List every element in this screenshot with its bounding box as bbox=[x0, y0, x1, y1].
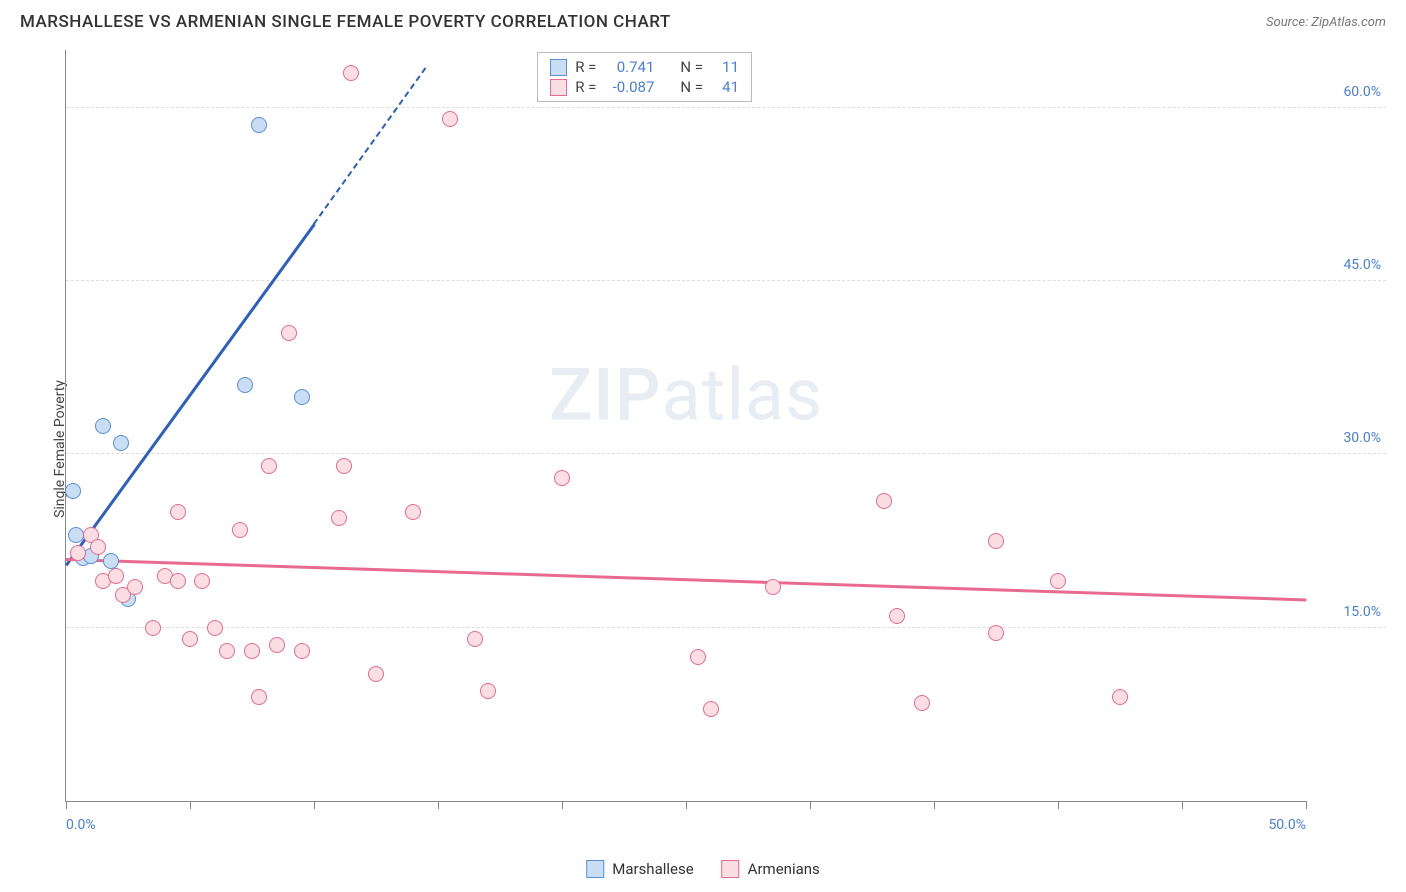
data-point bbox=[442, 111, 458, 127]
grid-line bbox=[66, 453, 1386, 454]
data-point bbox=[70, 545, 86, 561]
stats-r-value: -0.087 bbox=[604, 78, 654, 96]
data-point bbox=[68, 527, 84, 543]
grid-line bbox=[66, 280, 1386, 281]
data-point bbox=[170, 504, 186, 520]
x-tick bbox=[190, 801, 191, 809]
stats-n-label: N = bbox=[680, 78, 703, 96]
stats-row: R = -0.087 N = 41 bbox=[550, 77, 739, 97]
data-point bbox=[261, 458, 277, 474]
data-point bbox=[368, 666, 384, 682]
data-point bbox=[703, 701, 719, 717]
watermark-zip: ZIP bbox=[549, 353, 662, 438]
stats-r-label: R = bbox=[575, 58, 596, 76]
stats-n-value: 41 bbox=[711, 78, 739, 96]
data-point bbox=[108, 568, 124, 584]
y-tick-label: 45.0% bbox=[1343, 257, 1381, 273]
data-point bbox=[269, 637, 285, 653]
data-point bbox=[127, 579, 143, 595]
stats-r-value: 0.741 bbox=[604, 58, 654, 76]
trend-line bbox=[313, 68, 427, 225]
bottom-legend: Marshallese Armenians bbox=[586, 860, 820, 878]
chart-header: MARSHALLESE VS ARMENIAN SINGLE FEMALE PO… bbox=[0, 0, 1406, 40]
data-point bbox=[103, 553, 119, 569]
stats-n-label: N = bbox=[680, 58, 703, 76]
watermark: ZIPatlas bbox=[549, 353, 823, 438]
x-tick bbox=[438, 801, 439, 809]
x-tick-label: 50.0% bbox=[1268, 817, 1306, 833]
data-point bbox=[554, 470, 570, 486]
data-point bbox=[914, 695, 930, 711]
data-point bbox=[281, 325, 297, 341]
data-point bbox=[765, 579, 781, 595]
data-point bbox=[1112, 689, 1128, 705]
data-point bbox=[237, 377, 253, 393]
data-point bbox=[294, 643, 310, 659]
data-point bbox=[194, 573, 210, 589]
y-tick-label: 30.0% bbox=[1343, 430, 1381, 446]
x-tick bbox=[1058, 801, 1059, 809]
stats-row: R = 0.741 N = 11 bbox=[550, 57, 739, 77]
trend-line bbox=[65, 224, 315, 566]
x-tick bbox=[810, 801, 811, 809]
legend-swatch bbox=[586, 860, 604, 878]
data-point bbox=[1050, 573, 1066, 589]
stats-legend: R = 0.741 N = 11 R = -0.087 N = 41 bbox=[537, 52, 752, 102]
data-point bbox=[480, 683, 496, 699]
data-point bbox=[294, 389, 310, 405]
legend-item: Marshallese bbox=[586, 860, 693, 878]
data-point bbox=[331, 510, 347, 526]
data-point bbox=[113, 435, 129, 451]
legend-item: Armenians bbox=[722, 860, 820, 878]
y-tick-label: 15.0% bbox=[1343, 604, 1381, 620]
data-point bbox=[876, 493, 892, 509]
data-point bbox=[232, 522, 248, 538]
x-tick bbox=[562, 801, 563, 809]
data-point bbox=[95, 418, 111, 434]
data-point bbox=[251, 689, 267, 705]
data-point bbox=[336, 458, 352, 474]
data-point bbox=[690, 649, 706, 665]
data-point bbox=[889, 608, 905, 624]
stats-n-value: 11 bbox=[711, 58, 739, 76]
data-point bbox=[170, 573, 186, 589]
legend-label: Armenians bbox=[748, 860, 820, 878]
x-tick bbox=[686, 801, 687, 809]
x-tick bbox=[1182, 801, 1183, 809]
grid-line bbox=[66, 627, 1386, 628]
y-tick-label: 60.0% bbox=[1343, 84, 1381, 100]
data-point bbox=[343, 65, 359, 81]
x-tick bbox=[66, 801, 67, 809]
stats-r-label: R = bbox=[575, 78, 596, 96]
data-point bbox=[182, 631, 198, 647]
legend-swatch bbox=[550, 59, 567, 76]
plot-area: ZIPatlas R =0.741N =11R =-0.087N =41 15.… bbox=[65, 50, 1306, 802]
data-point bbox=[251, 117, 267, 133]
data-point bbox=[90, 539, 106, 555]
x-tick bbox=[314, 801, 315, 809]
data-point bbox=[988, 533, 1004, 549]
watermark-atlas: atlas bbox=[662, 353, 824, 438]
trend-line bbox=[66, 558, 1306, 601]
data-point bbox=[219, 643, 235, 659]
data-point bbox=[207, 620, 223, 636]
chart-source: Source: ZipAtlas.com bbox=[1266, 15, 1386, 30]
data-point bbox=[145, 620, 161, 636]
x-tick bbox=[1306, 801, 1307, 809]
data-point bbox=[405, 504, 421, 520]
grid-line bbox=[66, 107, 1386, 108]
data-point bbox=[65, 483, 81, 499]
data-point bbox=[988, 625, 1004, 641]
legend-label: Marshallese bbox=[612, 860, 693, 878]
x-tick bbox=[934, 801, 935, 809]
data-point bbox=[467, 631, 483, 647]
x-tick-label: 0.0% bbox=[66, 817, 96, 833]
chart-container: Single Female Poverty ZIPatlas R =0.741N… bbox=[50, 50, 1386, 832]
legend-swatch bbox=[550, 79, 567, 96]
legend-swatch bbox=[722, 860, 740, 878]
chart-title: MARSHALLESE VS ARMENIAN SINGLE FEMALE PO… bbox=[20, 12, 671, 32]
data-point bbox=[244, 643, 260, 659]
